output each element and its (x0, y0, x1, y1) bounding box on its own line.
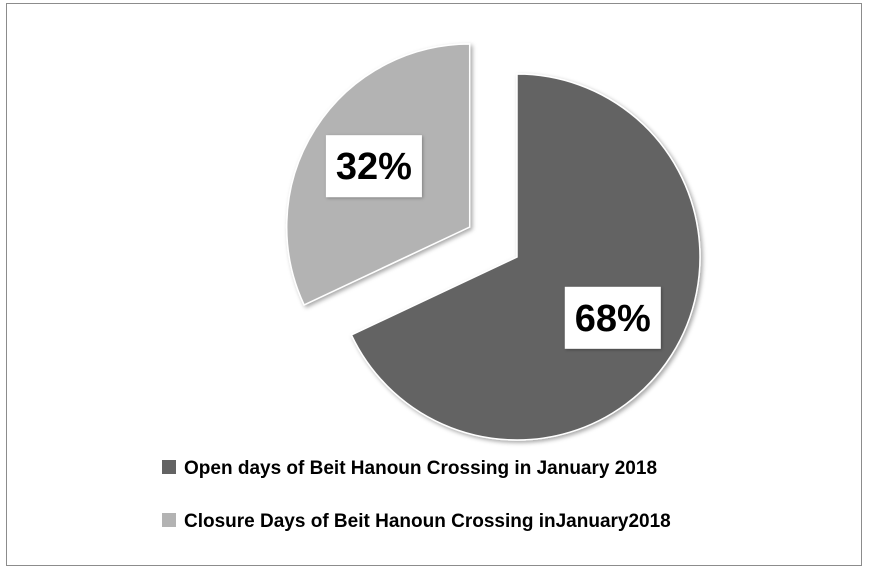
data-label-1: 68% (564, 286, 661, 349)
data-label-box (564, 286, 661, 349)
data-label-2: 32% (325, 135, 422, 198)
legend-swatch (162, 513, 176, 527)
data-label-text: 68% (575, 298, 651, 340)
legend-entry-1: Open days of Beit Hanoun Crossing in Jan… (162, 458, 657, 479)
legend-entry-2: Closure Days of Beit Hanoun Crossing inJ… (162, 511, 671, 532)
legend-swatch (162, 460, 176, 474)
data-label-text: 32% (336, 146, 412, 188)
legend-label: Open days of Beit Hanoun Crossing in Jan… (184, 458, 657, 479)
legend-label: Closure Days of Beit Hanoun Crossing inJ… (184, 511, 671, 532)
data-label-box (325, 135, 422, 198)
